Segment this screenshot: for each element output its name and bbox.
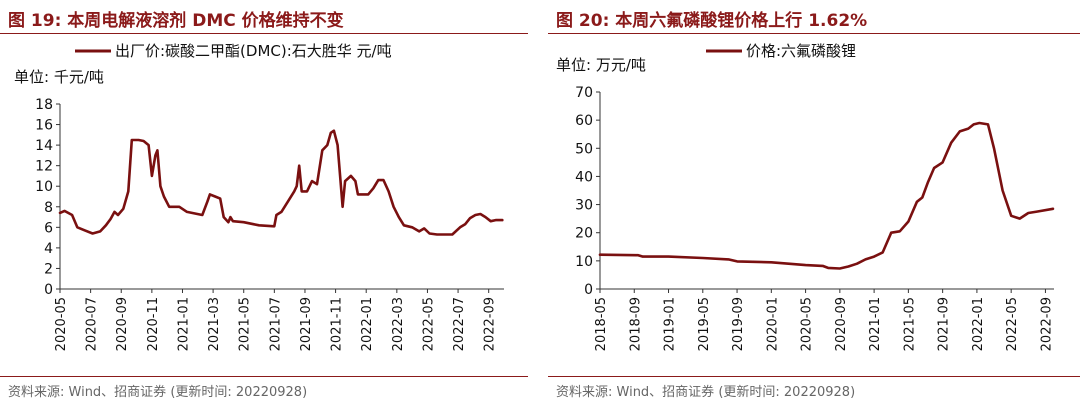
source-note: 资料来源: Wind、招商证券 (更新时间: 20220928) xyxy=(8,385,308,400)
x-tick-label: 2022-01 xyxy=(971,297,986,351)
y-tick-label: 10 xyxy=(35,179,53,195)
y-tick-label: 12 xyxy=(35,159,53,175)
x-tick-label: 2021-09 xyxy=(299,297,314,351)
unit-label: 单位: 万元/吨 xyxy=(556,56,646,74)
y-tick-label: 0 xyxy=(44,282,53,298)
y-tick-label: 6 xyxy=(44,220,53,236)
x-tick-label: 2020-05 xyxy=(800,297,815,351)
y-tick-label: 16 xyxy=(35,118,53,134)
y-tick-label: 70 xyxy=(575,85,593,101)
x-tick-label: 2020-11 xyxy=(146,297,161,351)
y-tick-label: 20 xyxy=(575,226,593,242)
x-tick-label: 2020-01 xyxy=(765,297,780,351)
x-tick-label: 2022-09 xyxy=(1039,297,1054,351)
x-tick-label: 2022-01 xyxy=(360,297,375,351)
x-tick-label: 2021-03 xyxy=(207,297,222,351)
x-tick-label: 2021-05 xyxy=(238,297,253,351)
title-rule xyxy=(0,33,528,34)
legend-label: 价格:六氟磷酸锂 xyxy=(746,42,856,60)
series-line xyxy=(598,121,1055,270)
source-note: 资料来源: Wind、招商证券 (更新时间: 20220928) xyxy=(556,385,856,400)
x-tick-label: 2019-01 xyxy=(663,297,678,351)
x-tick-label: 2021-09 xyxy=(937,297,952,351)
x-tick-label: 2022-05 xyxy=(1005,297,1020,351)
lipf6-price-chart: 0 10 20 30 40 50 60 70 2018-05 2018-09 2019-01 2019… xyxy=(556,42,1055,351)
series-line xyxy=(58,129,504,236)
y-tick-label: 0 xyxy=(584,282,593,298)
figure-title: 图 20: 本周六氟磷酸锂价格上行 1.62% xyxy=(556,11,868,31)
y-tick-label: 60 xyxy=(575,113,593,129)
y-tick-label: 4 xyxy=(44,241,53,257)
source-rule xyxy=(548,376,1080,377)
x-tick-label: 2019-05 xyxy=(697,297,712,351)
y-tick-label: 18 xyxy=(35,97,53,113)
source-rule xyxy=(0,376,528,377)
x-tick-label: 2021-05 xyxy=(902,297,917,351)
y-tick-label: 50 xyxy=(575,141,593,157)
title-rule xyxy=(548,33,1080,34)
x-tick-label: 2020-05 xyxy=(54,297,69,351)
x-tick-label: 2021-01 xyxy=(868,297,883,351)
y-tick-label: 10 xyxy=(575,254,593,270)
x-tick-label: 2022-03 xyxy=(391,297,406,351)
x-tick-label: 2022-07 xyxy=(452,297,467,351)
x-tick-label: 2021-01 xyxy=(176,297,191,351)
x-tick-label: 2018-09 xyxy=(628,297,643,351)
legend-label: 出厂价:碳酸二甲酯(DMC):石大胜华 元/吨 xyxy=(115,42,392,60)
x-tick-label: 2021-07 xyxy=(268,297,283,351)
y-tick-label: 8 xyxy=(44,200,53,216)
x-tick-label: 2018-05 xyxy=(594,297,609,351)
x-tick-label: 2022-05 xyxy=(421,297,436,351)
chart-panel-left: 图 19: 本周电解液溶剂 DMC 价格维持不变 0 2 4 6 8 10 12 14 16 18… xyxy=(0,0,528,408)
x-tick-label: 2019-09 xyxy=(731,297,746,351)
figure-title: 图 19: 本周电解液溶剂 DMC 价格维持不变 xyxy=(8,11,344,31)
x-tick-label: 2021-11 xyxy=(330,297,345,351)
chart-panel-right: 图 20: 本周六氟磷酸锂价格上行 1.62% 0 10 20 30 40 50 60 70 2… xyxy=(548,0,1080,408)
x-tick-label: 2020-09 xyxy=(834,297,849,351)
y-tick-label: 30 xyxy=(575,198,593,214)
y-tick-label: 40 xyxy=(575,169,593,185)
dmc-price-chart: 0 2 4 6 8 10 12 14 16 18 2020-05 2020-07 2020-09 2020… xyxy=(14,42,504,351)
y-tick-label: 14 xyxy=(35,138,53,154)
x-tick-label: 2020-07 xyxy=(85,297,100,351)
x-tick-label: 2020-09 xyxy=(115,297,130,351)
x-tick-label: 2022-09 xyxy=(483,297,498,351)
y-tick-label: 2 xyxy=(44,261,53,277)
unit-label: 单位: 千元/吨 xyxy=(14,68,104,86)
